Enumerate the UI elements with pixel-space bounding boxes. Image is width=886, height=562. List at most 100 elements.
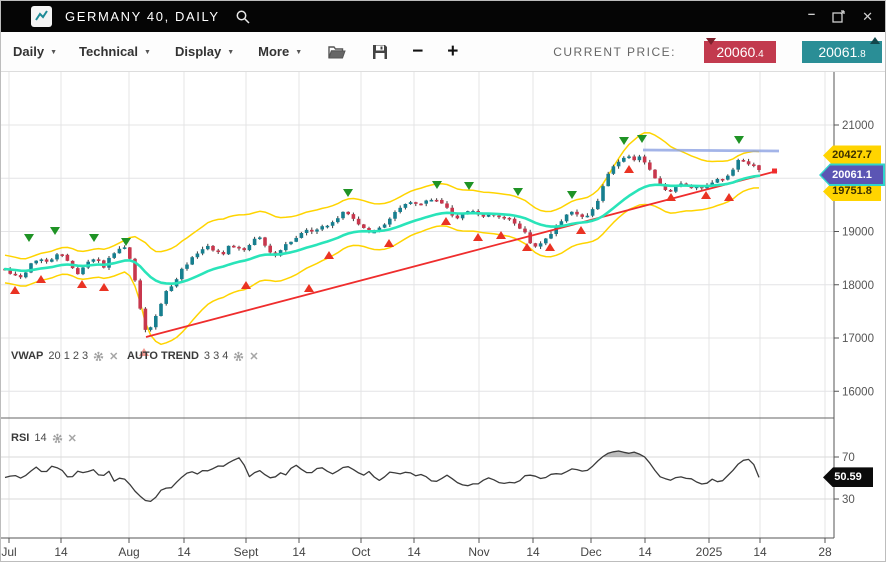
bid-price-decimal: .4	[755, 49, 764, 60]
sell-signal-icon	[89, 234, 99, 242]
rsi-value: 50.59	[834, 471, 862, 484]
current-price-group: CURRENT PRICE: 20060.4 20061.8	[553, 32, 882, 71]
buy-signal-icon	[496, 231, 506, 239]
chevron-down-icon: ▼	[50, 49, 58, 56]
auto-trend-indicator-label: AUTO TREND 3 3 4 ✕	[127, 349, 259, 363]
sell-signal-icon	[619, 137, 629, 145]
remove-indicator-icon[interactable]: ✕	[249, 350, 259, 363]
price-down-arrow-icon	[706, 37, 716, 45]
buy-signal-icon	[36, 275, 46, 283]
buy-signal-icon	[441, 217, 451, 225]
save-icon[interactable]	[372, 44, 388, 60]
svg-text:21000: 21000	[842, 120, 874, 132]
sell-signal-icon	[637, 135, 647, 143]
zoom-out-button[interactable]: −	[412, 41, 424, 62]
sell-signal-icon	[343, 189, 353, 197]
svg-text:Aug: Aug	[118, 545, 139, 559]
svg-text:14: 14	[54, 545, 68, 559]
buy-signal-icon	[724, 193, 734, 201]
chevron-down-icon: ▼	[144, 49, 151, 56]
display-menu[interactable]: Display ▼	[175, 44, 234, 59]
upper-band-price-badge: 20427.7	[823, 145, 881, 166]
svg-text:14: 14	[638, 545, 652, 559]
technical-menu-label: Technical	[79, 44, 139, 59]
auto-trend-name: AUTO TREND	[127, 350, 199, 362]
open-file-icon[interactable]	[328, 44, 346, 59]
axes: 21000 19000 18000 17000 16000 70 30 Jul 14 Aug 14 S…	[1, 71, 874, 559]
rsi-pane	[4, 450, 760, 503]
current-price-label: CURRENT PRICE:	[553, 44, 676, 59]
sell-signal-icon	[734, 136, 744, 144]
buy-signal-icon	[576, 226, 586, 234]
buy-signal-icon	[324, 251, 334, 259]
buy-signal-icon	[139, 348, 149, 356]
title-bar: GERMANY 40, DAILY – ✕	[1, 1, 885, 32]
search-icon[interactable]	[235, 9, 251, 25]
zoom-in-button[interactable]: +	[447, 41, 459, 62]
buy-signal-icon	[304, 284, 314, 292]
svg-text:2025: 2025	[696, 545, 723, 559]
sell-signal-icon	[513, 188, 523, 196]
buy-signal-icon	[384, 239, 394, 247]
sell-signal-icon	[567, 191, 577, 199]
svg-text:19000: 19000	[842, 227, 874, 239]
buy-signal-icon	[10, 286, 20, 294]
rsi-params: 14	[34, 432, 47, 444]
timeframe-menu-label: Daily	[13, 44, 45, 59]
window-controls: – ✕	[808, 1, 873, 32]
sell-signal-icon	[432, 181, 442, 189]
svg-text:14: 14	[177, 545, 191, 559]
svg-text:14: 14	[407, 545, 421, 559]
chevron-down-icon: ▼	[227, 49, 235, 56]
vwap-indicator-label: VWAP 20 1 2 3 ✕	[11, 349, 118, 363]
price-up-arrow-icon	[870, 36, 880, 44]
svg-text:14: 14	[526, 545, 540, 559]
svg-text:14: 14	[292, 545, 306, 559]
vwap-name: VWAP	[11, 350, 44, 362]
svg-text:Oct: Oct	[352, 545, 371, 559]
settings-gear-icon[interactable]	[93, 351, 104, 362]
auto-trend-line	[145, 168, 778, 338]
svg-text:28: 28	[818, 545, 832, 559]
svg-text:Dec: Dec	[580, 545, 601, 559]
bollinger-bands	[4, 131, 760, 346]
resistance-line	[642, 148, 780, 153]
trade-signals	[10, 135, 744, 356]
timeframe-menu[interactable]: Daily ▼	[13, 44, 57, 59]
chevron-down-icon: ▼	[295, 49, 303, 56]
remove-indicator-icon[interactable]: ✕	[109, 350, 119, 363]
vwap-params: 20 1 2 3	[48, 350, 89, 362]
last-price-value: 20061.1	[832, 168, 872, 181]
svg-text:18000: 18000	[842, 280, 874, 292]
minimize-button[interactable]: –	[807, 6, 816, 21]
more-menu[interactable]: More ▼	[258, 44, 302, 59]
buy-signal-icon	[545, 243, 555, 251]
svg-text:Jul: Jul	[1, 545, 16, 559]
auto-trend-params: 3 3 4	[203, 350, 229, 362]
remove-indicator-icon[interactable]: ✕	[67, 432, 77, 445]
svg-text:17000: 17000	[842, 333, 874, 345]
settings-gear-icon[interactable]	[233, 351, 244, 362]
buy-signal-icon	[624, 165, 634, 173]
svg-text:30: 30	[842, 494, 855, 506]
buy-signal-icon	[99, 283, 109, 291]
ask-price-decimal: .8	[857, 49, 866, 60]
bid-price-value: 20060	[716, 43, 756, 60]
svg-text:Nov: Nov	[468, 545, 489, 559]
settings-gear-icon[interactable]	[52, 433, 63, 444]
rsi-indicator-label: RSI 14 ✕	[11, 431, 77, 445]
gridlines	[1, 71, 834, 538]
buy-signal-icon	[473, 233, 483, 241]
svg-text:14: 14	[753, 545, 767, 559]
rsi-name: RSI	[11, 432, 30, 444]
close-button[interactable]: ✕	[862, 9, 873, 24]
svg-text:Sept: Sept	[234, 545, 259, 559]
popout-button[interactable]	[832, 10, 845, 23]
technical-menu[interactable]: Technical ▼	[79, 44, 151, 59]
vwap-line	[3, 174, 761, 285]
last-price-badge: 20061.1	[819, 163, 885, 187]
window-title: GERMANY 40, DAILY	[65, 9, 220, 24]
ask-price-value: 20061	[818, 43, 858, 60]
